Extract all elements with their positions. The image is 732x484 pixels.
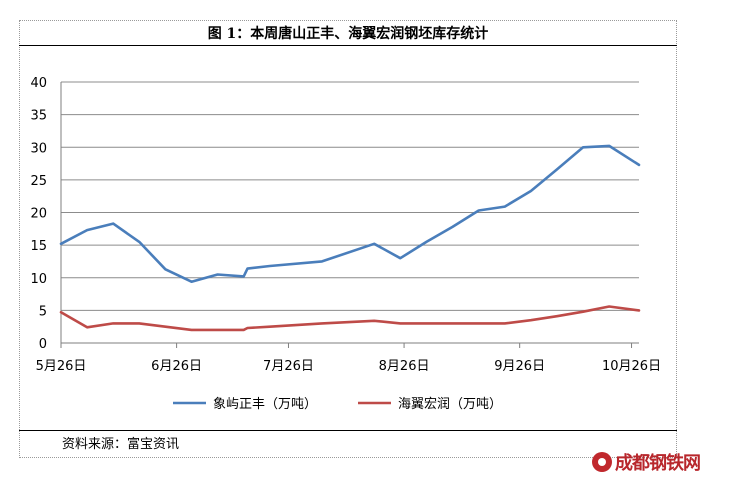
source-note: 资料来源：富宝资讯	[62, 437, 180, 452]
series-line-2	[59, 305, 641, 332]
x-tick-label: 5月26日	[36, 359, 87, 374]
y-tick-label: 0	[39, 337, 47, 352]
series-line-1	[59, 144, 641, 284]
legend: 象屿正丰（万吨） 海翼宏润（万吨）	[173, 397, 502, 412]
x-tick-label: 6月26日	[151, 359, 202, 374]
figure-frame	[19, 20, 677, 458]
y-tick-label: 15	[30, 239, 47, 254]
legend-label-2: 海翼宏润（万吨）	[398, 397, 502, 412]
watermark-text: 成都钢铁网	[615, 453, 701, 474]
y-tick-label: 20	[30, 207, 47, 222]
source-divider	[19, 430, 677, 431]
axes: 0 5 10 15 20 25 30 35 40 5月26日 6月26日 7月26日 8月26日 9月26…	[30, 76, 661, 374]
x-tick-label: 7月26日	[263, 359, 314, 374]
y-tick-label: 25	[30, 174, 47, 189]
x-tick-label: 10月26日	[602, 359, 661, 374]
y-tick-label: 40	[30, 76, 47, 91]
y-tick-label: 5	[39, 304, 47, 319]
chart-title-text: 图 1：本周唐山正丰、海翼宏润钢坯库存统计	[207, 25, 489, 42]
watermark-logo-icon	[592, 452, 612, 472]
gridlines	[61, 81, 639, 311]
x-tick-label: 9月26日	[494, 359, 545, 374]
series-lines	[59, 144, 641, 332]
chart-title: 图 1：本周唐山正丰、海翼宏润钢坯库存统计	[19, 20, 677, 46]
legend-label-1: 象屿正丰（万吨）	[213, 397, 317, 412]
x-tick-label: 8月26日	[379, 359, 430, 374]
watermark: 成都钢铁网	[592, 447, 714, 477]
y-tick-label: 35	[30, 109, 47, 124]
y-tick-label: 10	[30, 272, 47, 287]
y-tick-label: 30	[30, 141, 47, 156]
